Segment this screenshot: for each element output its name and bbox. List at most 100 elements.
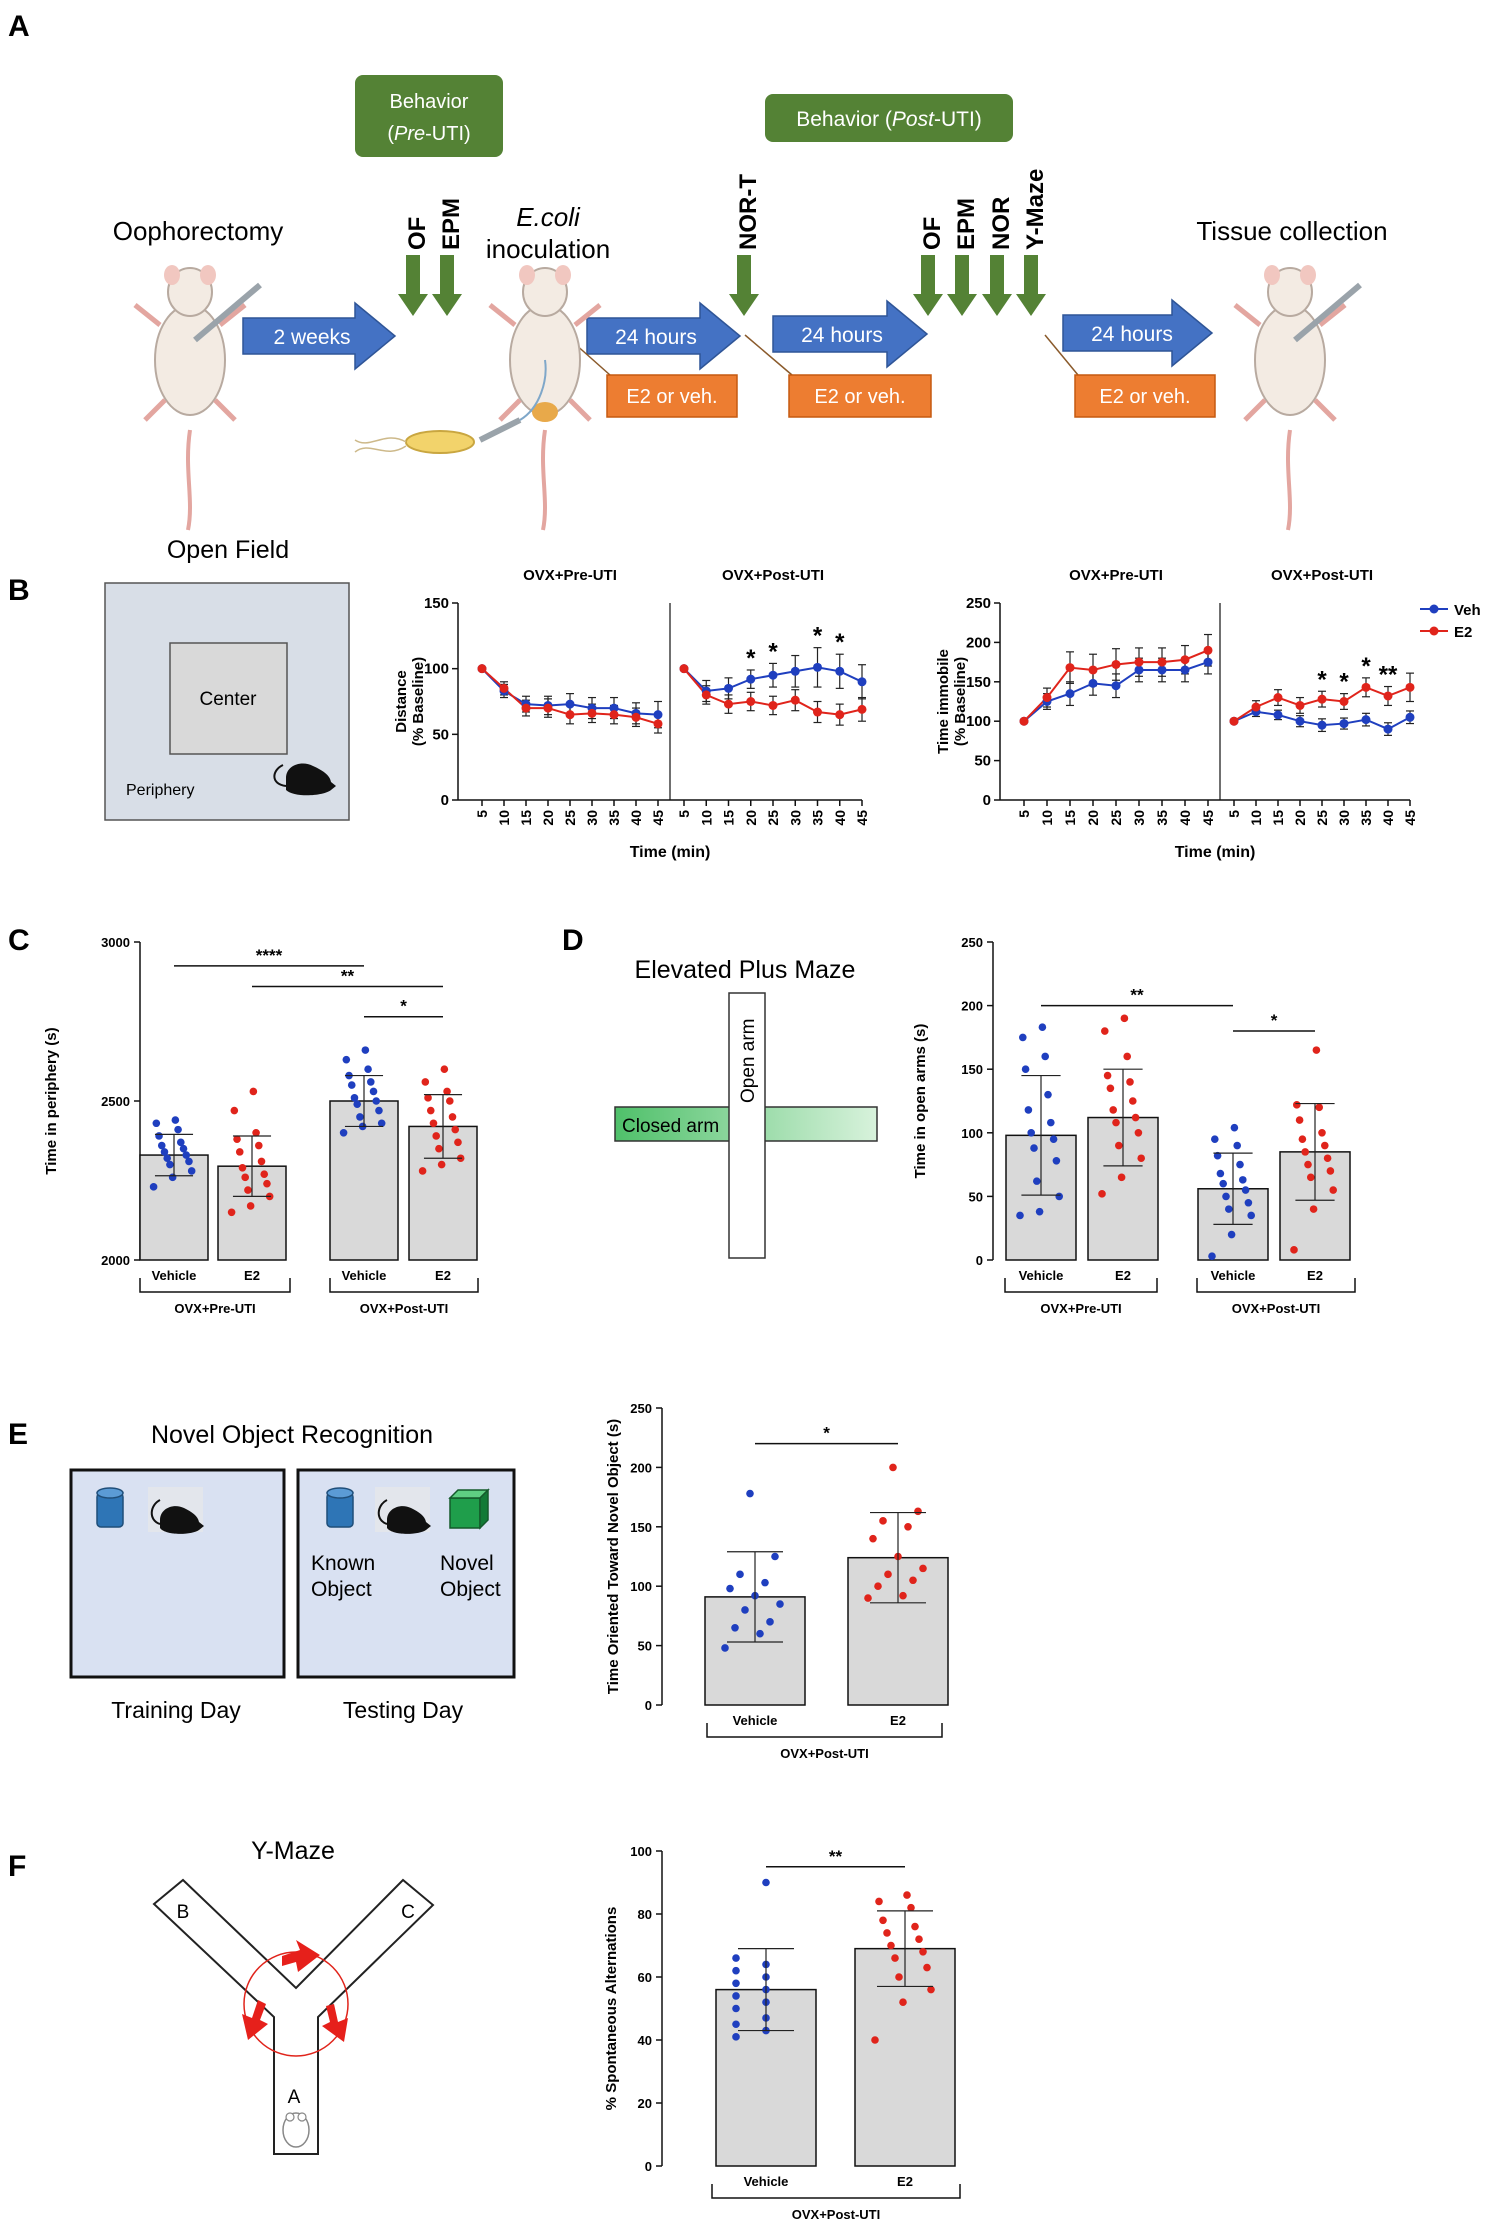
data-point (1273, 710, 1283, 720)
e2-box-2: E2 or veh. (744, 334, 932, 418)
test-nor-t: NOR-T (729, 174, 762, 316)
category-label: E2 (897, 2174, 913, 2189)
x-tick-label: 15 (1270, 810, 1286, 826)
y-tick-label: 50 (974, 753, 991, 770)
data-point (653, 710, 663, 720)
tissue-collection-label: Tissue collection (1196, 216, 1387, 246)
data-point (1326, 1167, 1335, 1175)
category-label: Vehicle (342, 1268, 387, 1283)
data-point (1180, 655, 1190, 665)
data-point (771, 1552, 779, 1561)
data-point (372, 1097, 381, 1105)
significance-mark: * (1361, 653, 1371, 680)
data-point (1317, 694, 1327, 704)
data-point (1317, 720, 1327, 730)
group-bracket (139, 1278, 291, 1293)
data-point (521, 703, 531, 713)
data-point (1295, 1116, 1304, 1124)
y-axis-label: Time Oriented Toward Novel Object (s) (605, 1419, 622, 1694)
data-point (1044, 1090, 1052, 1099)
epm-open-arm (728, 992, 766, 1259)
data-point (1088, 678, 1098, 688)
immobile-line-chart: 0 50 100 150 200 250 Time immobile (% Baseline)… (935, 567, 1481, 861)
rat-illustration-2 (488, 265, 602, 531)
panel-a-timeline: A Behavior (Pre-UTI) Behavior (Post-UTI)… (8, 10, 1388, 531)
group-label: OVX+Post-UTI (360, 1301, 449, 1316)
panel-label-c: C (8, 924, 30, 957)
data-point (724, 699, 733, 709)
direction-arrow-icon (282, 1940, 320, 1972)
data-point (1247, 1211, 1255, 1220)
data-point (1131, 1113, 1140, 1122)
data-point (857, 704, 867, 714)
data-point (776, 1600, 784, 1608)
y-tick-label: 0 (441, 792, 449, 809)
data-point (1339, 697, 1349, 706)
svg-text:EPM: EPM (953, 198, 980, 250)
x-tick-label: 40 (832, 810, 848, 826)
data-point (1180, 665, 1190, 675)
data-point (1065, 663, 1075, 673)
data-point (904, 1523, 912, 1531)
known-object-label-line1: Known (311, 1552, 375, 1575)
category-label: Vehicle (1019, 1268, 1064, 1283)
data-point (653, 719, 663, 729)
data-point (421, 1078, 430, 1086)
y-tick-label: 250 (961, 935, 983, 950)
legend-marker (1429, 604, 1439, 614)
significance-mark: * (1271, 1011, 1278, 1030)
y-axis-label: % Spontaneous Alternations (603, 1907, 620, 2111)
data-point (1219, 1179, 1227, 1188)
category-label: E2 (1307, 1268, 1323, 1283)
data-point (732, 1966, 740, 1975)
data-point (869, 1534, 877, 1543)
periphery-bar-chart: 2000 2500 3000 Time in periphery (s) Vehicle… (43, 935, 479, 1316)
category-label: Vehicle (744, 2174, 789, 2189)
data-point (252, 1129, 260, 1137)
behavior-post-box (765, 94, 1013, 142)
category-label: Vehicle (152, 1268, 197, 1283)
rat-illustration-3 (1233, 265, 1362, 531)
x-tick-label: 5 (1226, 810, 1242, 818)
h24-label-2: 24 hours (801, 324, 883, 347)
known-object-label-line2: Object (311, 1578, 372, 1601)
data-point (233, 1135, 241, 1143)
data-point (1203, 645, 1213, 655)
x-tick-label: 15 (1062, 810, 1078, 826)
closed-arm-label: Closed arm (622, 1116, 719, 1137)
data-point (339, 1129, 348, 1137)
data-point (1293, 1101, 1301, 1109)
data-point (1042, 693, 1052, 703)
data-point (1309, 1205, 1318, 1213)
significance-mark: * (768, 638, 778, 665)
data-point (1229, 716, 1239, 726)
category-label: E2 (890, 1713, 906, 1728)
data-point (1295, 716, 1305, 726)
data-point (171, 1116, 180, 1124)
data-point (1321, 1141, 1329, 1150)
data-point (367, 1078, 375, 1086)
data-point (732, 1979, 740, 1988)
data-point (249, 1087, 258, 1096)
e2-veh-label-2: E2 or veh. (814, 386, 905, 408)
data-point (1339, 719, 1349, 729)
data-point (813, 707, 822, 717)
data-point (177, 1138, 185, 1147)
x-tick-label: 45 (854, 810, 870, 826)
x-tick-label: 45 (1200, 810, 1216, 826)
data-point (907, 1903, 915, 1912)
data-point (149, 1183, 158, 1191)
data-point (1088, 665, 1098, 675)
data-point (1318, 1129, 1326, 1137)
data-point (895, 1973, 903, 1981)
data-point (1123, 1052, 1131, 1061)
data-point (1109, 1106, 1117, 1114)
data-point (1211, 1135, 1219, 1143)
data-point (1405, 682, 1415, 692)
data-point (790, 695, 800, 705)
data-point (1361, 715, 1371, 725)
data-point (1112, 1118, 1120, 1127)
data-point (746, 674, 756, 684)
group-label: OVX+Post-UTI (792, 2207, 881, 2221)
data-point (1213, 1151, 1222, 1160)
